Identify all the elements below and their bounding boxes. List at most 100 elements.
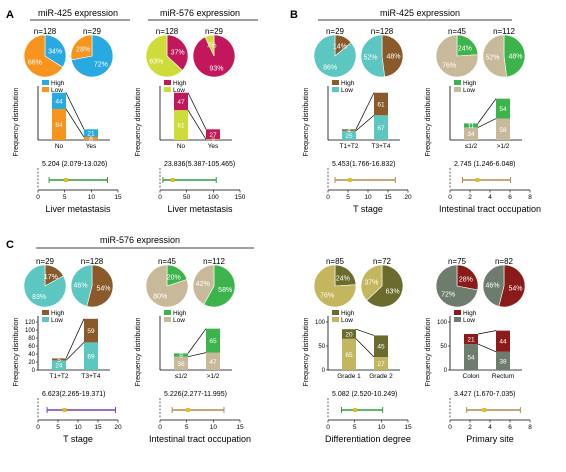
c1-pie-1-low-label: 46% <box>74 283 88 290</box>
a1-legend-high-label: High <box>51 80 65 87</box>
a1-bar-0-low-label: 84 <box>55 122 63 129</box>
c2-ci-text: 5.226(2.277-11.995) <box>164 391 227 398</box>
c1-pie-0-low-slice <box>23 264 67 308</box>
c4-ci-point <box>482 408 487 412</box>
a2-pie-1-low-slice <box>204 34 215 57</box>
c1-y-tick-label-0: 0 <box>32 368 36 374</box>
a2-n-label-1: n=29 <box>205 27 224 36</box>
c2-pie-1-low-label: 42% <box>196 281 210 288</box>
b1-pie-0-low-label: 86% <box>323 64 337 71</box>
c3-pie-0-high-slice <box>334 264 357 287</box>
b1-x-tick-label-0: T1+T2 <box>340 143 359 150</box>
c2-ci-tick-label-3: 15 <box>236 424 244 431</box>
c2-connector-low <box>187 352 207 358</box>
a1-bar-1-low-label: 8 <box>89 136 93 143</box>
c2-connector-high <box>187 328 207 354</box>
static-labels: A B C miR-425 expression miR-576 express… <box>6 8 512 251</box>
c4-bar-1-low-label: 38 <box>499 358 507 365</box>
a1-legend-low-swatch <box>42 87 49 92</box>
a1-connector-low <box>65 108 85 138</box>
a1-n-label-0: n=128 <box>34 27 57 36</box>
c4-pie-0-low-slice <box>435 264 478 308</box>
c4-pie-1-low-label: 46% <box>486 283 500 290</box>
c3-n-label-1: n=72 <box>373 257 392 266</box>
c3-y-tick-label-0: 0 <box>322 368 326 374</box>
b1-pie-1-high-slice <box>381 34 404 78</box>
b2-y-label: Frequency distribution <box>425 87 432 156</box>
b1-bar-0-low-label: 25 <box>345 133 353 140</box>
b1-bar-1-low <box>374 115 388 140</box>
b1-ci-point <box>347 178 352 182</box>
c4-pie-0-high-slice <box>456 264 479 291</box>
b1-bar-0-low <box>342 130 356 140</box>
c1-x-tick-label-0: T1+T2 <box>50 373 69 380</box>
c3-pie-1-high-slice <box>366 264 404 308</box>
c1-n-label-0: n=29 <box>36 257 55 266</box>
b2-pie-0-low-slice <box>435 34 479 78</box>
c2-pie-1-low-slice <box>192 264 215 305</box>
b1-pie-0-high-label: 14% <box>333 44 347 51</box>
b2-pie-1-low-label: 52% <box>485 55 499 62</box>
c1-y-tick-label-5: 100 <box>25 328 36 334</box>
a1-ci-tick-label-0: 0 <box>36 194 40 201</box>
panel-letter-c: C <box>6 239 14 251</box>
c1-bar-0-high <box>52 358 66 361</box>
c4-bar-0-low <box>464 344 478 370</box>
c4-bar-1-low <box>496 351 510 370</box>
c1-y-tick-label-1: 20 <box>28 360 35 366</box>
b2-legend-low-swatch <box>454 87 461 92</box>
b2-connector-low <box>477 118 497 128</box>
c1-legend-high-swatch <box>42 310 49 315</box>
b1-legend-high-label: High <box>341 80 355 87</box>
a1-ci-tick-label-2: 10 <box>88 194 96 201</box>
a2-bar-0-high <box>174 92 188 111</box>
b1-ci-tick-label-0: 0 <box>326 194 330 201</box>
c2-legend-low-label: Low <box>173 317 185 324</box>
a2-bar-0-low <box>174 110 188 140</box>
c1-x-label: T stage <box>63 434 93 444</box>
b2-pie-0-high-slice <box>456 34 479 57</box>
a1-pie-0-high-label: 34% <box>48 48 62 55</box>
b1-bar-1-high-label: 61 <box>377 102 385 109</box>
a2-ci-tick-label-2: 100 <box>208 194 219 201</box>
b1-bar-1-low-label: 67 <box>377 125 385 132</box>
b1-pie-1-low-slice <box>360 34 385 78</box>
c4-y-tick-label-2: 100 <box>437 320 448 326</box>
c4-connector-high <box>477 330 497 335</box>
c3-x-tick-label-1: Grade 2 <box>369 373 393 380</box>
a2-bar-1-low-label: 2 <box>211 137 215 144</box>
b2-ci-text: 2.745 (1.246-6.048) <box>454 161 516 168</box>
c2-legend-high-swatch <box>164 310 171 315</box>
c4-pie-1-low-slice <box>482 264 505 307</box>
b2-ci-tick-label-0: 0 <box>448 194 452 201</box>
b2-ci-tick-label-1: 2 <box>468 194 472 201</box>
a1-bar-1-high <box>84 129 98 138</box>
c4-bar-0-high-label: 21 <box>467 337 475 344</box>
a2-pie-0-high-slice <box>166 34 189 71</box>
c1-bar-1-low <box>84 342 98 370</box>
a1-ci-point <box>63 178 68 182</box>
a2-y-label: Frequency distribution <box>135 87 142 156</box>
a1-bar-0-high-label: 44 <box>55 98 63 105</box>
a2-pie-0-low-slice <box>145 34 183 78</box>
b2-bar-1-low-label: 58 <box>499 127 507 134</box>
c1-y-tick-label-3: 60 <box>28 344 35 350</box>
a2-ci-tick-label-0: 0 <box>158 194 162 201</box>
c4-bar-1-high-label: 44 <box>499 339 507 346</box>
c3-pie-0-high-label: 24% <box>336 276 350 283</box>
c1-ci-point <box>62 408 67 412</box>
a1-pie-0-low-slice <box>23 34 64 78</box>
a2-x-label: Liver metastasis <box>167 204 233 214</box>
b1-ci-tick-label-4: 20 <box>404 194 412 201</box>
c2-pie-0-low-slice <box>145 264 189 308</box>
c1-n-label-1: n=128 <box>81 257 104 266</box>
c4-ci-tick-label-2: 4 <box>488 424 492 431</box>
b2-bar-0-high <box>464 123 478 128</box>
c4-x-label: Primary site <box>466 434 514 444</box>
c1-y-tick-label-6: 120 <box>25 320 36 326</box>
a2-legend-high-label: High <box>173 80 187 87</box>
c4-ci-text: 3.427 (1.670-7.035) <box>454 391 516 398</box>
c4-y-tick-label-0: 0 <box>444 368 448 374</box>
b1-pie-0-low-slice <box>313 34 357 78</box>
c4-bar-1-high <box>496 330 510 352</box>
